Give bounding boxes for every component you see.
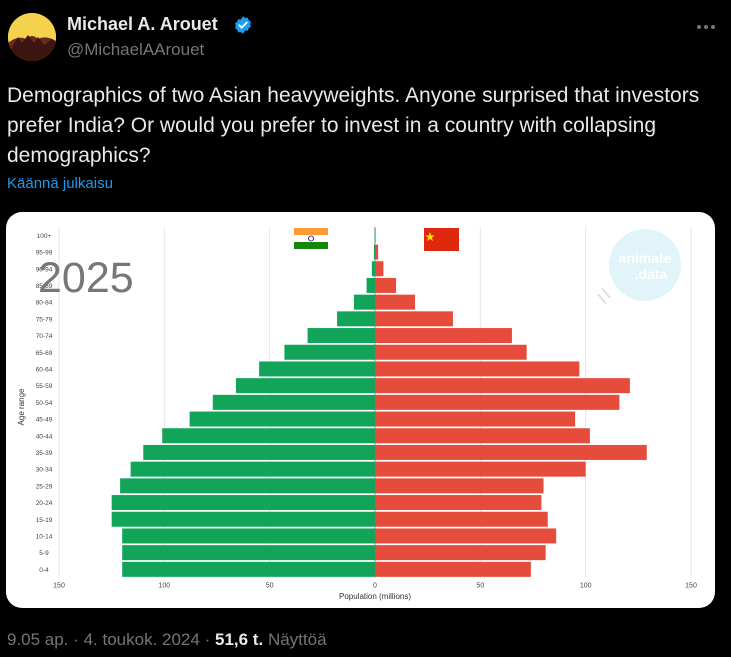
tweet-date[interactable]: 4. toukok. 2024: [83, 630, 200, 649]
china-bar: [375, 294, 416, 310]
china-bar: [375, 244, 379, 260]
china-bar: [375, 478, 544, 494]
watermark-line1: animate: [619, 250, 672, 266]
x-tick-label: 150: [53, 583, 65, 590]
y-tick-label: 55-59: [36, 383, 53, 390]
india-flag-icon: [294, 228, 328, 249]
more-options-icon[interactable]: [693, 17, 719, 37]
india-bar: [212, 394, 375, 410]
y-tick-label: 45-49: [36, 417, 53, 424]
india-bar: [111, 495, 376, 511]
china-bar: [375, 561, 531, 577]
y-tick-label: 35-39: [36, 450, 53, 457]
india-bar: [189, 411, 375, 427]
y-tick-label: 100+: [37, 233, 52, 240]
y-tick-label: 75-79: [36, 316, 53, 323]
india-bar: [235, 378, 375, 394]
china-bar: [375, 361, 580, 377]
china-bar: [375, 261, 384, 277]
india-bar: [130, 461, 375, 477]
y-tick-label: 65-69: [36, 350, 53, 357]
china-bar: [375, 378, 630, 394]
tweet-time[interactable]: 9.05 ap.: [7, 630, 69, 649]
translate-link[interactable]: Käännä julkaisu: [7, 175, 113, 192]
india-bar: [122, 528, 375, 544]
y-tick-label: 70-74: [36, 333, 53, 340]
china-bar: [375, 461, 586, 477]
india-bar: [373, 244, 375, 260]
animate-data-watermark: animate .data: [597, 229, 681, 305]
y-tick-label: 60-64: [36, 366, 53, 373]
china-bar: [375, 428, 590, 444]
india-bar: [284, 344, 375, 360]
y-tick-label: 50-54: [36, 400, 53, 407]
x-tick-label: 50: [476, 583, 484, 590]
india-bar: [371, 261, 375, 277]
watermark-line2: .data: [635, 266, 668, 282]
india-bar: [353, 294, 375, 310]
india-bar: [366, 277, 375, 293]
china-flag-icon: [424, 228, 459, 251]
china-bar: [375, 444, 647, 460]
china-bar: [375, 511, 548, 527]
china-bar: [375, 545, 546, 561]
y-tick-label: 5-9: [39, 550, 49, 557]
views-label: Näyttöä: [267, 630, 327, 649]
footer-separator: ·: [204, 630, 211, 649]
y-tick-label: 95-99: [36, 250, 53, 257]
x-tick-label: 100: [580, 583, 592, 590]
author-name[interactable]: Michael A. Arouet: [67, 14, 218, 34]
india-bar: [122, 545, 375, 561]
tweet-footer: 9.05 ap. · 4. toukok. 2024 · 51,6 t. Näy…: [7, 630, 327, 650]
china-bar: [375, 277, 397, 293]
china-bar: [375, 495, 542, 511]
india-bar: [307, 328, 375, 344]
y-tick-label: 20-24: [36, 500, 53, 507]
india-bar: [120, 478, 376, 494]
india-bar: [259, 361, 375, 377]
y-tick-label: 0-4: [39, 567, 49, 574]
verified-badge-icon[interactable]: [233, 15, 253, 35]
china-bar: [375, 227, 376, 243]
x-tick-label: 50: [266, 583, 274, 590]
author-handle[interactable]: @MichaelAArouet: [67, 40, 205, 59]
x-tick-label: 150: [685, 583, 697, 590]
y-tick-label: 85-89: [36, 283, 53, 290]
china-bar: [375, 411, 576, 427]
china-bar: [375, 328, 512, 344]
y-tick-label: 10-14: [36, 533, 53, 540]
avatar-silhouette-icon: [8, 13, 56, 61]
china-bar: [375, 311, 453, 327]
india-bar: [162, 428, 375, 444]
y-tick-label: 40-44: [36, 433, 53, 440]
x-axis-label: Population (millions): [339, 592, 411, 601]
tweet-text: Demographics of two Asian heavyweights. …: [7, 84, 700, 167]
china-bar: [375, 528, 557, 544]
y-tick-label: 90-94: [36, 266, 53, 273]
views-count: 51,6 t.: [215, 630, 264, 649]
footer-separator: ·: [73, 630, 79, 649]
china-bar: [375, 344, 527, 360]
india-bar: [143, 444, 375, 460]
y-axis-label: Age range: [17, 388, 26, 425]
y-tick-label: 80-84: [36, 300, 53, 307]
china-bar: [375, 394, 620, 410]
x-tick-label: 100: [158, 583, 170, 590]
x-tick-label: 0: [373, 583, 377, 590]
y-tick-label: 15-19: [36, 517, 53, 524]
india-bar: [122, 561, 375, 577]
author-avatar[interactable]: [8, 13, 56, 61]
y-tick-label: 30-34: [36, 467, 53, 474]
chart-year-label: 2025: [38, 254, 134, 302]
y-tick-label: 25-29: [36, 483, 53, 490]
population-pyramid-chart: 100+ 95-99 90-94 85-89 80-84 75-79 70-74 65-69 6…: [17, 227, 697, 601]
tweet-media-image[interactable]: 100+ 95-99 90-94 85-89 80-84 75-79 70-74 65-69 6…: [6, 212, 715, 608]
india-bar: [337, 311, 375, 327]
india-bar: [111, 511, 376, 527]
